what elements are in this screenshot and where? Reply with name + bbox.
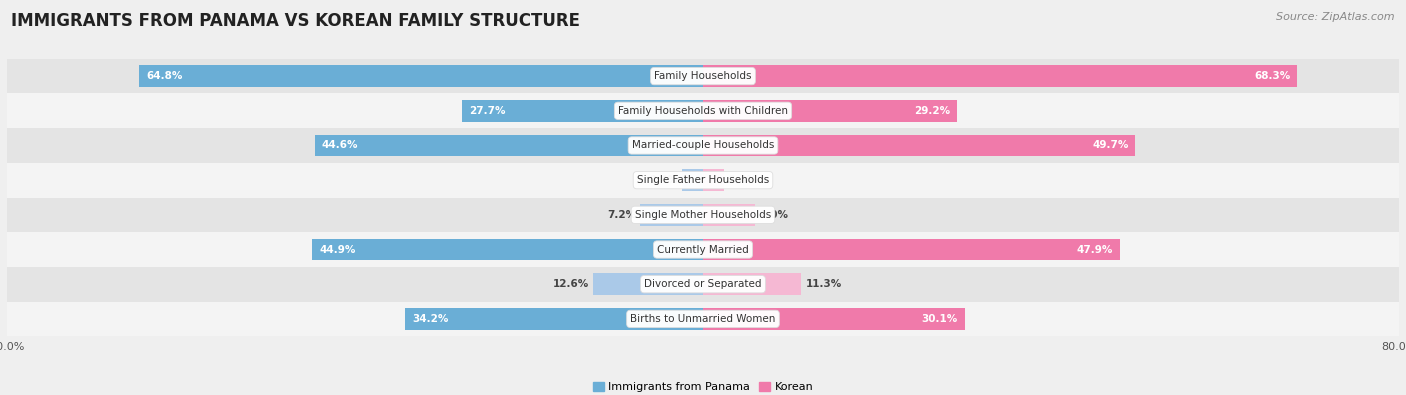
Bar	[703, 239, 1119, 260]
Bar	[312, 239, 703, 260]
Bar	[7, 267, 1399, 301]
Text: 47.9%: 47.9%	[1077, 245, 1112, 254]
Text: 29.2%: 29.2%	[914, 106, 950, 116]
Text: 30.1%: 30.1%	[922, 314, 957, 324]
Text: Family Households: Family Households	[654, 71, 752, 81]
Text: Single Father Households: Single Father Households	[637, 175, 769, 185]
Text: IMMIGRANTS FROM PANAMA VS KOREAN FAMILY STRUCTURE: IMMIGRANTS FROM PANAMA VS KOREAN FAMILY …	[11, 12, 581, 30]
Bar	[405, 308, 703, 330]
Bar	[703, 308, 965, 330]
Text: 11.3%: 11.3%	[806, 279, 842, 289]
Text: 7.2%: 7.2%	[607, 210, 636, 220]
Bar	[593, 273, 703, 295]
Bar	[7, 128, 1399, 163]
Text: 49.7%: 49.7%	[1092, 141, 1129, 150]
Bar	[703, 273, 801, 295]
Text: Currently Married: Currently Married	[657, 245, 749, 254]
Text: 44.9%: 44.9%	[319, 245, 356, 254]
Text: Single Mother Households: Single Mother Households	[636, 210, 770, 220]
Text: Births to Unmarried Women: Births to Unmarried Women	[630, 314, 776, 324]
Legend: Immigrants from Panama, Korean: Immigrants from Panama, Korean	[588, 377, 818, 395]
Bar	[7, 163, 1399, 198]
Bar	[682, 169, 703, 191]
Bar	[315, 135, 703, 156]
Bar	[139, 65, 703, 87]
Text: 68.3%: 68.3%	[1254, 71, 1291, 81]
Bar	[703, 100, 957, 122]
Bar	[7, 198, 1399, 232]
Bar	[640, 204, 703, 226]
Text: 2.4%: 2.4%	[648, 175, 678, 185]
Bar	[703, 65, 1298, 87]
Bar	[463, 100, 703, 122]
Text: Married-couple Households: Married-couple Households	[631, 141, 775, 150]
Bar	[7, 301, 1399, 336]
Bar	[7, 232, 1399, 267]
Bar	[703, 204, 755, 226]
Text: 6.0%: 6.0%	[759, 210, 789, 220]
Text: Divorced or Separated: Divorced or Separated	[644, 279, 762, 289]
Text: 12.6%: 12.6%	[553, 279, 589, 289]
Text: Family Households with Children: Family Households with Children	[619, 106, 787, 116]
Text: 27.7%: 27.7%	[470, 106, 506, 116]
Bar	[703, 135, 1136, 156]
Text: 34.2%: 34.2%	[412, 314, 449, 324]
Bar	[703, 169, 724, 191]
Text: Source: ZipAtlas.com: Source: ZipAtlas.com	[1277, 12, 1395, 22]
Text: 44.6%: 44.6%	[322, 141, 359, 150]
Text: 64.8%: 64.8%	[146, 71, 183, 81]
Text: 2.4%: 2.4%	[728, 175, 758, 185]
Bar	[7, 59, 1399, 94]
Bar	[7, 94, 1399, 128]
